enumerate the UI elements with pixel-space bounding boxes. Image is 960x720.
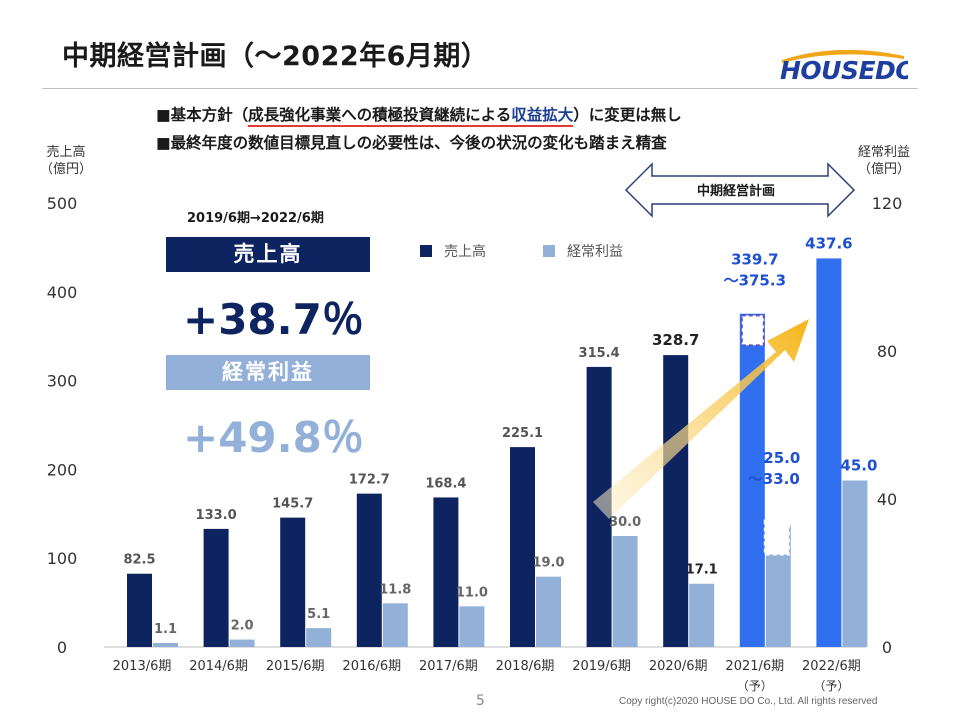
x-tick-label: 2017/6期 <box>419 659 478 674</box>
profit-value-label: 25.0 <box>763 449 800 467</box>
sales-growth: +38.7％ <box>183 295 364 344</box>
sales-value-label: 133.0 <box>196 508 237 523</box>
profit-value-label: 11.0 <box>456 585 488 600</box>
x-tick-label: 2018/6期 <box>496 659 555 674</box>
profit-bar <box>382 603 408 647</box>
x-tick-label: 2015/6期 <box>266 659 325 674</box>
sales-bar <box>816 258 842 647</box>
legend-profit-swatch <box>543 245 555 257</box>
legend-sales-swatch <box>420 245 432 257</box>
right-axis-unit-name: 経常利益 <box>858 145 911 160</box>
sales-value-label: 225.1 <box>502 426 543 441</box>
x-tick-label: 2016/6期 <box>342 659 401 674</box>
right-axis-tick: 40 <box>877 490 897 509</box>
profit-value-label: 5.1 <box>307 607 330 622</box>
page-title: 中期経営計画（〜2022年6月期） <box>62 41 489 72</box>
left-axis-tick: 0 <box>57 638 67 657</box>
logo-text: HOUSEDO <box>780 56 908 82</box>
policy-line-1-highlight: 収益拡大 <box>511 106 574 124</box>
legend-sales: 売上高 <box>420 241 486 261</box>
sales-bar <box>203 528 229 647</box>
profit-bar <box>612 536 638 647</box>
title-divider <box>42 88 918 89</box>
sales-value-label: 168.4 <box>425 476 466 491</box>
sales-bar <box>356 493 382 647</box>
profit-bar <box>229 639 255 647</box>
left-axis-tick: 400 <box>47 283 78 302</box>
sales-value-label: 339.7 <box>731 251 778 269</box>
profit-bar <box>536 576 561 647</box>
growth-arrow <box>593 319 809 519</box>
right-axis-unit: 経常利益 （億円） <box>858 144 910 178</box>
profit-value-label: 45.0 <box>840 457 877 475</box>
sales-banner: 売上高 <box>166 237 370 272</box>
left-axis-tick: 300 <box>47 372 78 391</box>
left-axis-unit-scale: （億円） <box>40 162 93 177</box>
x-tick-note: （予） <box>737 679 773 693</box>
profit-forecast-range-box <box>763 519 790 556</box>
sales-value-label: 145.7 <box>272 497 313 512</box>
x-tick-label: 2021/6期 <box>725 659 784 674</box>
left-axis-tick: 100 <box>47 549 78 568</box>
legend-sales-label: 売上高 <box>444 244 486 260</box>
right-axis-tick: 0 <box>882 638 892 657</box>
profit-value-label: 11.8 <box>379 582 411 597</box>
x-tick-label: 2014/6期 <box>189 659 248 674</box>
profit-bar <box>842 480 868 647</box>
policy-line-2: ■最終年度の数値目標見直しの必要性は、今後の状況の変化も踏まえ精査 <box>156 134 667 152</box>
left-axis-unit: 売上高 （億円） <box>40 144 92 178</box>
sales-bar <box>510 447 535 647</box>
profit-bar <box>459 606 485 647</box>
profit-value-label: 17.1 <box>686 563 718 578</box>
right-axis-tick: 80 <box>877 342 897 361</box>
legend-profit: 経常利益 <box>543 241 623 261</box>
legend-profit-label: 経常利益 <box>567 244 623 260</box>
sales-bar <box>127 573 152 647</box>
profit-banner: 経常利益 <box>166 355 370 390</box>
x-tick-label: 2022/6期 <box>802 659 861 674</box>
policy-line-1-prefix: ■基本方針（ <box>156 106 249 124</box>
left-axis-tick: 200 <box>47 460 78 479</box>
profit-value-label: 19.0 <box>532 556 564 571</box>
profit-value-label: 30.0 <box>609 515 641 530</box>
profit-value-label: 〜33.0 <box>748 470 800 488</box>
x-tick-note: （予） <box>813 679 849 693</box>
profit-bar <box>153 642 178 647</box>
sales-value-label: 〜375.3 <box>724 272 786 290</box>
policy-line-1-underlined: 成長強化事業への積極投資継続による <box>248 106 512 124</box>
profit-value-label: 1.1 <box>154 622 177 637</box>
sales-forecast-range-box <box>740 314 765 347</box>
sales-value-label: 82.5 <box>123 553 155 568</box>
sales-bar <box>663 355 689 647</box>
x-tick-label: 2020/6期 <box>649 659 708 674</box>
policy-line-1-suffix: ）に変更は無し <box>573 106 682 124</box>
left-axis-unit-name: 売上高 <box>46 145 86 160</box>
sales-value-label: 172.7 <box>349 473 390 488</box>
x-tick-label: 2013/6期 <box>113 659 172 674</box>
profit-value-label: 2.0 <box>231 619 254 634</box>
right-axis-tick: 120 <box>872 194 903 213</box>
policy-line-1: ■基本方針（成長強化事業への積極投資継続による収益拡大）に変更は無し <box>156 103 682 125</box>
sales-bar <box>433 497 459 647</box>
x-tick-label: 2019/6期 <box>572 659 631 674</box>
page-number: 5 <box>476 693 485 709</box>
profit-bar <box>689 583 715 647</box>
housedo-logo: HOUSEDO <box>780 49 908 82</box>
right-axis-unit-scale: （億円） <box>858 162 911 177</box>
plan-period-label: 中期経営計画 <box>696 184 775 199</box>
profit-bar <box>306 628 332 647</box>
sales-value-label: 437.6 <box>805 234 852 252</box>
profit-growth: +49.8％ <box>183 413 364 462</box>
summary-period: 2019/6期→2022/6期 <box>187 211 324 226</box>
copyright: Copy right(c)2020 HOUSE DO Co., Ltd. All… <box>619 696 878 707</box>
sales-value-label: 328.7 <box>652 331 699 349</box>
sales-value-label: 315.4 <box>579 346 620 361</box>
left-axis-tick: 500 <box>47 194 78 213</box>
sales-bar <box>280 517 306 647</box>
